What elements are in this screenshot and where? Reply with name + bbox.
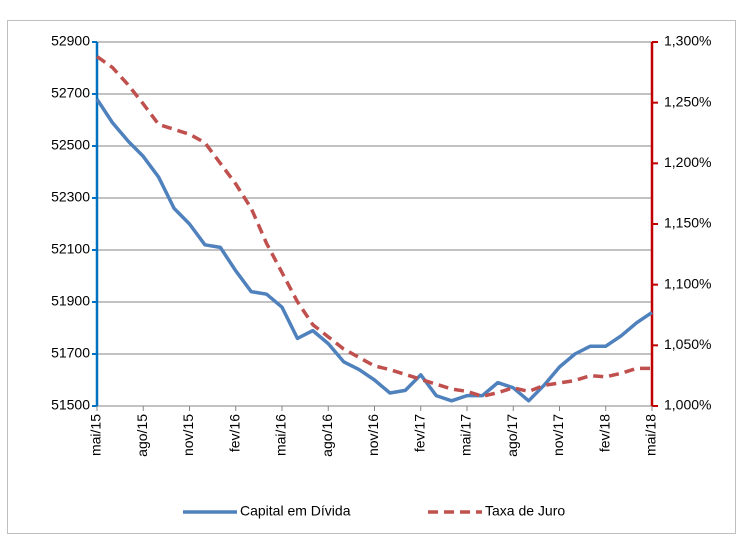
y-tick-label: 52300 — [51, 189, 90, 205]
x-tick-label: nov/15 — [180, 414, 196, 456]
x-tick-label: nov/16 — [365, 414, 381, 456]
y-tick-label: 52700 — [51, 85, 90, 101]
x-tick-label: fev/16 — [226, 414, 242, 452]
x-tick-label: ago/16 — [319, 414, 335, 457]
x-tick-label: fev/17 — [411, 414, 427, 452]
y2-tick-label: 1,100% — [664, 275, 711, 291]
y2-tick-label: 1,250% — [664, 93, 711, 109]
x-tick-label: mai/16 — [273, 414, 289, 456]
y2-tick-label: 1,300% — [664, 33, 711, 49]
x-tick-label: mai/17 — [458, 414, 474, 456]
y-tick-label: 51700 — [51, 345, 90, 361]
series-line — [95, 98, 653, 403]
x-tick-label: fev/18 — [596, 414, 612, 452]
y-tick-label: 52500 — [51, 137, 90, 153]
y-tick-label: 52100 — [51, 241, 90, 257]
chart-frame — [7, 20, 736, 534]
y-tick-label: 51900 — [51, 293, 90, 309]
y2-tick-label: 1,050% — [664, 336, 711, 352]
y-tick-label: 52900 — [51, 33, 90, 49]
legend-label: Capital em Dívida — [240, 503, 351, 519]
y2-tick-label: 1,200% — [664, 154, 711, 170]
y2-tick-label: 1,000% — [664, 397, 711, 413]
legend-label: Taxa de Juro — [485, 503, 565, 519]
x-tick-label: ago/17 — [504, 414, 520, 457]
x-tick-label: mai/15 — [88, 414, 104, 456]
x-tick-label: ago/15 — [134, 414, 150, 457]
x-tick-label: mai/18 — [643, 414, 659, 456]
y-tick-label: 51500 — [51, 397, 90, 413]
y2-tick-label: 1,150% — [664, 215, 711, 231]
x-tick-label: nov/17 — [550, 414, 566, 456]
